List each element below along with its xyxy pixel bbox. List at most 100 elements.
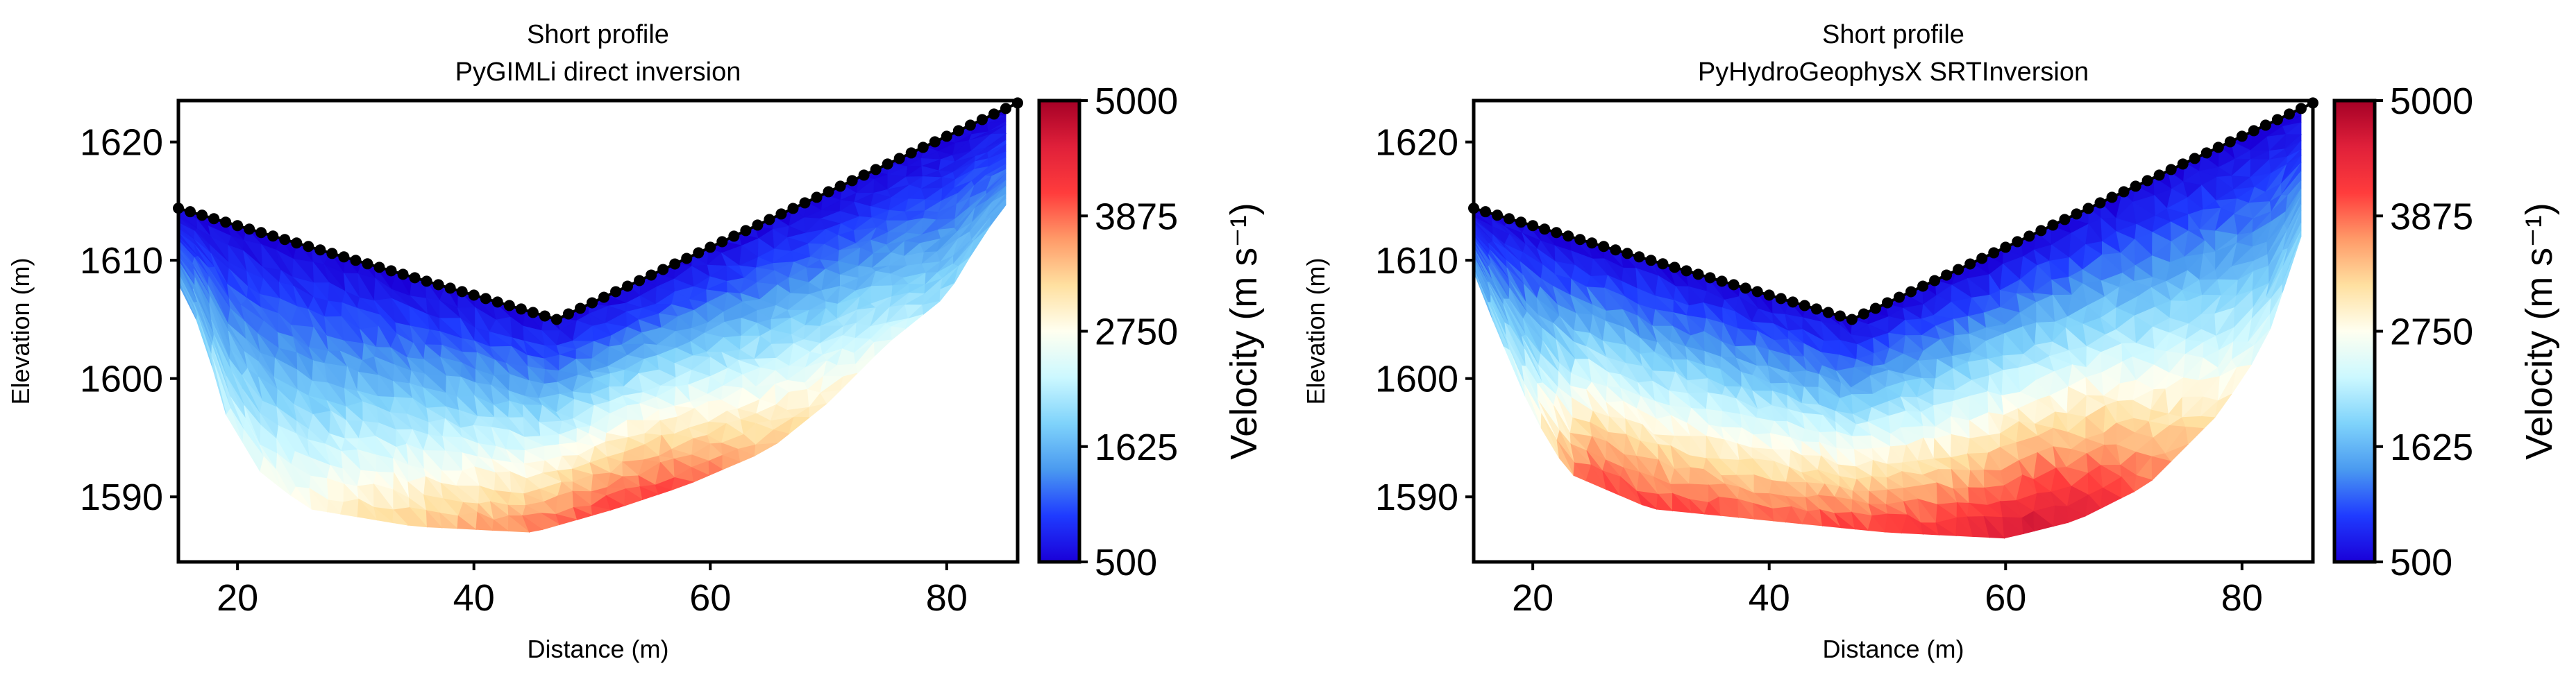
mesh-cell — [1703, 502, 1721, 516]
electrode-marker — [2023, 230, 2035, 242]
electrode-marker — [1704, 272, 1716, 284]
mesh-cell — [773, 429, 790, 444]
mesh-cell — [754, 443, 777, 456]
electrode-marker — [811, 191, 823, 203]
mesh-cell — [1867, 515, 1886, 533]
colorbar-gradient — [2332, 99, 2377, 564]
electrode-marker — [350, 255, 362, 266]
mesh-cell — [855, 355, 875, 374]
mesh-cell — [591, 505, 612, 516]
mesh-cell — [309, 487, 328, 513]
mesh-cell — [475, 511, 494, 531]
y-tick-label: 1590 — [80, 477, 163, 518]
electrode-marker — [1000, 103, 1011, 114]
mesh-cell — [178, 279, 197, 320]
electrode-marker — [1941, 269, 1953, 281]
electrode-marker — [2059, 214, 2071, 225]
colorbar-tick-label: 500 — [2390, 542, 2452, 583]
electrode-marker — [610, 286, 622, 298]
mesh-cell — [439, 512, 459, 529]
mesh-cell — [555, 513, 579, 525]
electrode-marker — [338, 251, 350, 263]
electrode-marker — [2165, 164, 2177, 176]
mesh-cell — [1540, 413, 1560, 459]
electrode-marker — [1657, 258, 1669, 270]
electrode-marker — [1751, 286, 1763, 298]
electrode-marker — [421, 275, 432, 287]
electrode-marker — [326, 248, 338, 259]
y-tick-label: 1610 — [80, 240, 163, 282]
mesh-cell — [639, 486, 659, 500]
electrode-marker — [1810, 303, 1822, 315]
electrode-marker — [787, 203, 799, 214]
mesh-cell — [671, 477, 695, 491]
mesh-cell — [1656, 493, 1674, 511]
velocity-mesh — [1474, 108, 2303, 539]
electrode-marker — [1492, 210, 1504, 221]
colorbar-tick-label: 1625 — [1095, 427, 1178, 468]
mesh-cell — [1689, 498, 1706, 515]
electrode-marker — [1563, 230, 1574, 242]
electrode-marker — [622, 280, 634, 292]
mesh-cell — [340, 501, 359, 518]
electrode-marker — [1858, 308, 1869, 320]
mesh-cell — [1801, 511, 1824, 527]
electrode-marker — [1586, 237, 1598, 249]
electrode-marker — [2271, 114, 2283, 126]
electrode-marker — [2012, 236, 2023, 248]
electrode-marker — [1527, 220, 1539, 232]
electrode-marker — [303, 241, 314, 253]
mesh-cell — [326, 499, 342, 515]
mesh-cell — [1851, 511, 1869, 531]
electrode-marker — [681, 253, 693, 264]
mesh-cell — [1488, 302, 1505, 348]
mesh-cell — [260, 456, 281, 488]
electrode-marker — [952, 125, 964, 137]
colorbar-tick-label: 5000 — [1095, 80, 1178, 122]
mesh-cell — [873, 339, 893, 357]
electrode-marker — [2106, 191, 2118, 203]
electrode-marker — [208, 213, 220, 225]
mesh-cell — [2100, 487, 2122, 509]
mesh-cell — [722, 454, 741, 470]
electrode-marker — [1763, 289, 1775, 301]
electrode-marker — [2200, 147, 2212, 159]
electrode-marker — [2189, 153, 2200, 164]
electrode-marker — [1976, 253, 1988, 264]
x-tick-label: 20 — [217, 577, 258, 619]
electrode-marker — [255, 227, 267, 239]
mesh-cell — [840, 373, 859, 391]
electrode-marker — [1728, 279, 1740, 291]
mesh-cell — [2250, 328, 2271, 366]
electrode-marker — [527, 307, 539, 318]
electrode-marker — [1905, 286, 1917, 298]
electrode-marker — [2283, 108, 2295, 120]
mesh-cell — [290, 486, 312, 510]
electrode-marker — [1787, 296, 1799, 308]
electrode-marker — [870, 164, 882, 176]
mesh-cell — [1474, 268, 1494, 322]
electrode-marker — [2141, 175, 2153, 187]
electrode-marker — [1669, 262, 1681, 273]
electrode-marker — [1574, 234, 1586, 246]
mesh-cell — [1602, 470, 1621, 496]
electrode-marker — [846, 175, 858, 187]
mesh-cell — [392, 508, 409, 526]
chart-title-line-1: Short profile — [527, 20, 669, 49]
colorbar-tick-label: 3875 — [1095, 196, 1178, 237]
electrode-marker — [1610, 244, 1622, 256]
electrode-marker — [2153, 169, 2165, 181]
electrode-marker — [279, 234, 291, 246]
electrode-marker — [1551, 227, 1563, 239]
electrode-marker — [728, 230, 740, 242]
mesh-cell — [605, 495, 625, 511]
electrode-marker — [456, 286, 468, 298]
x-tick-label: 40 — [1749, 577, 1790, 619]
x-tick-label: 40 — [453, 577, 495, 619]
electrode-marker — [882, 158, 893, 170]
electrode-marker — [2295, 103, 2307, 114]
electrode-marker — [515, 303, 527, 315]
chart-title-line-1: Short profile — [1822, 20, 1964, 49]
electrode-marker — [941, 130, 952, 142]
